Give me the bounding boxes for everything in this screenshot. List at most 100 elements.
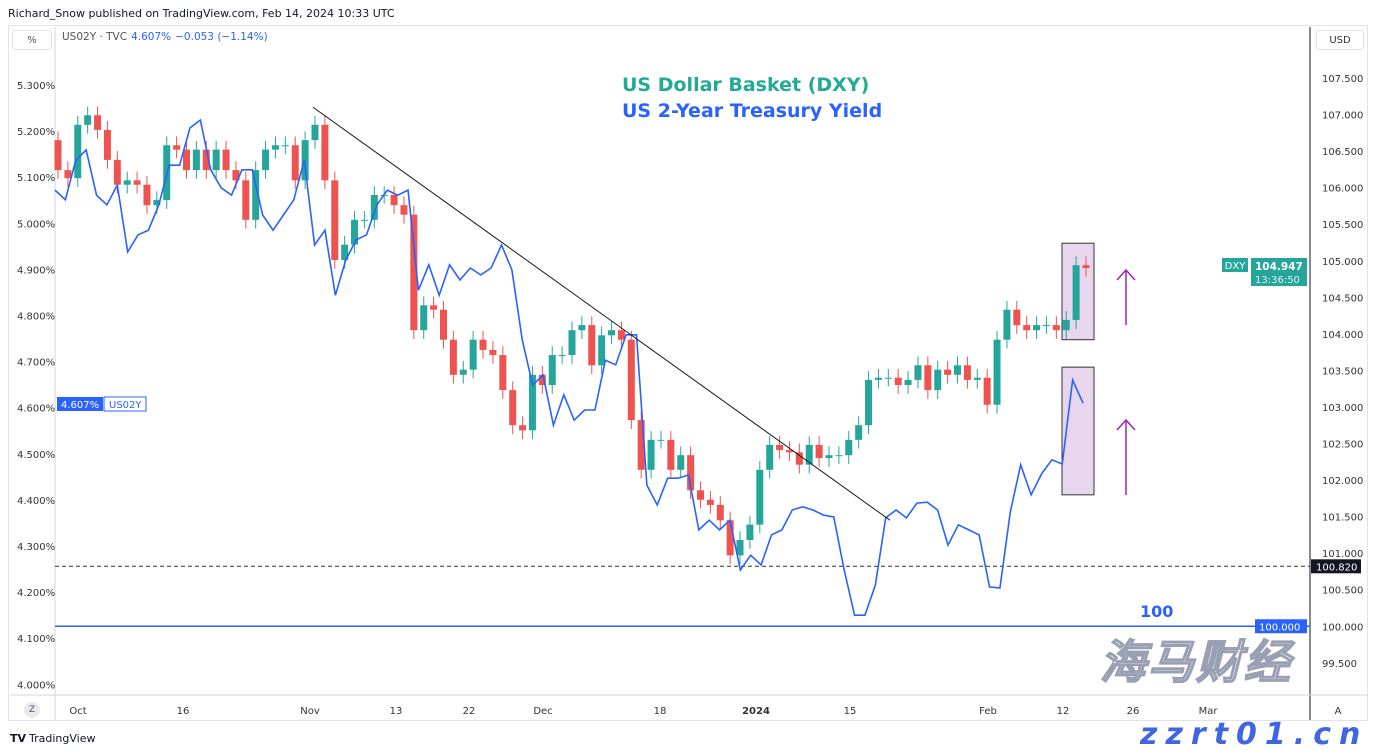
candle-body bbox=[776, 444, 784, 451]
candle-body bbox=[291, 145, 299, 181]
candle-body bbox=[934, 369, 942, 391]
time-tick-label: Mar bbox=[1199, 706, 1219, 717]
candle-body bbox=[212, 149, 220, 171]
left-tick-label: 4.800% bbox=[17, 312, 55, 323]
yield-name-tag bbox=[103, 396, 147, 412]
symbol-name: US02Y · TVC bbox=[62, 31, 128, 43]
candle-body bbox=[222, 149, 230, 171]
candle-body bbox=[1072, 265, 1080, 320]
left-tick-label: 4.000% bbox=[17, 680, 55, 691]
candle-body bbox=[687, 455, 695, 491]
time-tick-label: 16 bbox=[177, 706, 190, 717]
candle-body bbox=[123, 180, 131, 185]
time-tick-label: 12 bbox=[1057, 706, 1070, 717]
level-100-label: 100 bbox=[1140, 602, 1173, 621]
right-tick-label: 99.500 bbox=[1322, 659, 1357, 670]
tradingview-logo: TV TradingView bbox=[10, 732, 96, 745]
symbol-legend: US02Y · TVC 4.607% −0.053 (−1.14%) bbox=[62, 31, 268, 43]
candle-body bbox=[588, 325, 596, 366]
left-tick-label: 5.200% bbox=[17, 127, 55, 138]
candle-body bbox=[894, 377, 902, 386]
candle-body bbox=[469, 339, 477, 370]
candle-body bbox=[400, 205, 408, 215]
candle-body bbox=[726, 520, 734, 556]
candle-body bbox=[766, 444, 774, 470]
yield-line bbox=[54, 118, 1084, 616]
time-tick-label: A bbox=[1335, 706, 1342, 717]
candle-body bbox=[133, 180, 141, 185]
candle-body bbox=[677, 455, 685, 470]
candle-body bbox=[884, 377, 892, 379]
candle-body bbox=[242, 180, 250, 220]
up-arrow-head-icon bbox=[1116, 268, 1136, 281]
candle-body bbox=[815, 444, 823, 459]
right-tick-label: 101.500 bbox=[1322, 513, 1363, 524]
candle-body bbox=[954, 365, 961, 375]
candle-body bbox=[301, 140, 309, 181]
candle-body bbox=[608, 330, 616, 336]
time-tick-label: Feb bbox=[979, 706, 997, 717]
watermark-url: zzrt01.cn bbox=[1140, 717, 1369, 752]
right-tick-label: 107.000 bbox=[1322, 111, 1363, 122]
candle-body bbox=[993, 339, 1001, 405]
candle-body bbox=[855, 425, 863, 440]
time-tick-label: 26 bbox=[1127, 706, 1140, 717]
dxy-price-tag bbox=[1251, 258, 1307, 286]
candle-body bbox=[1042, 325, 1050, 327]
left-tick-label: 4.400% bbox=[17, 496, 55, 507]
candle-body bbox=[479, 339, 487, 350]
candle-body bbox=[1082, 265, 1090, 269]
candle-body bbox=[904, 379, 912, 386]
candle-body bbox=[963, 365, 971, 380]
candle-body bbox=[74, 124, 82, 179]
candle-body bbox=[459, 369, 467, 375]
candle-body bbox=[262, 149, 270, 171]
candle-body bbox=[924, 365, 932, 391]
candle-body bbox=[499, 355, 507, 391]
yield-title: US 2-Year Treasury Yield bbox=[622, 100, 882, 122]
yield-last-price: 4.607% bbox=[61, 400, 99, 411]
candle-body bbox=[94, 115, 102, 130]
candle-body bbox=[192, 149, 200, 171]
candle-body bbox=[103, 129, 111, 160]
candle-body bbox=[341, 244, 349, 261]
left-tick-label: 4.200% bbox=[17, 588, 55, 599]
candle-body bbox=[410, 214, 418, 331]
right-tick-label: 101.000 bbox=[1322, 549, 1363, 560]
candle-body bbox=[825, 455, 833, 459]
candle-body bbox=[598, 335, 606, 366]
left-tick-label: 5.300% bbox=[17, 81, 55, 92]
left-tick-label: 4.900% bbox=[17, 265, 55, 276]
candle-body bbox=[430, 305, 438, 310]
zoom-button[interactable]: Z bbox=[24, 702, 40, 718]
yield-highlight-box bbox=[1061, 366, 1095, 496]
candle-body bbox=[746, 524, 754, 540]
right-tick-label: 103.000 bbox=[1322, 403, 1363, 414]
candle-body bbox=[874, 377, 882, 380]
candle-body bbox=[449, 339, 457, 375]
right-tick-label: 102.000 bbox=[1322, 476, 1363, 487]
time-tick-label: 18 bbox=[654, 706, 667, 717]
right-tick-label: 106.000 bbox=[1322, 184, 1363, 195]
candle-body bbox=[232, 170, 240, 181]
candle-body bbox=[519, 425, 527, 431]
left-tick-label: 4.100% bbox=[17, 634, 55, 645]
candle-body bbox=[944, 369, 952, 375]
candle-body bbox=[351, 219, 359, 245]
yield-price-tag bbox=[57, 397, 103, 411]
candle-body bbox=[1052, 325, 1060, 331]
left-scale-button[interactable]: % bbox=[12, 30, 52, 50]
right-tick-label: 104.500 bbox=[1322, 293, 1363, 304]
dashed-level-value: 100.820 bbox=[1316, 562, 1357, 573]
time-tick-label: 15 bbox=[844, 706, 857, 717]
right-scale-button[interactable]: USD bbox=[1316, 30, 1364, 50]
candle-body bbox=[440, 309, 447, 340]
right-tick-label: 100.000 bbox=[1322, 622, 1363, 633]
candle-body bbox=[568, 330, 576, 356]
dashed-level-tag bbox=[1311, 559, 1361, 574]
candle-body bbox=[914, 365, 922, 380]
yield-name-label: US02Y bbox=[109, 400, 142, 411]
symbol-change: −0.053 (−1.14%) bbox=[175, 31, 268, 43]
logo-text: TradingView bbox=[29, 732, 96, 745]
